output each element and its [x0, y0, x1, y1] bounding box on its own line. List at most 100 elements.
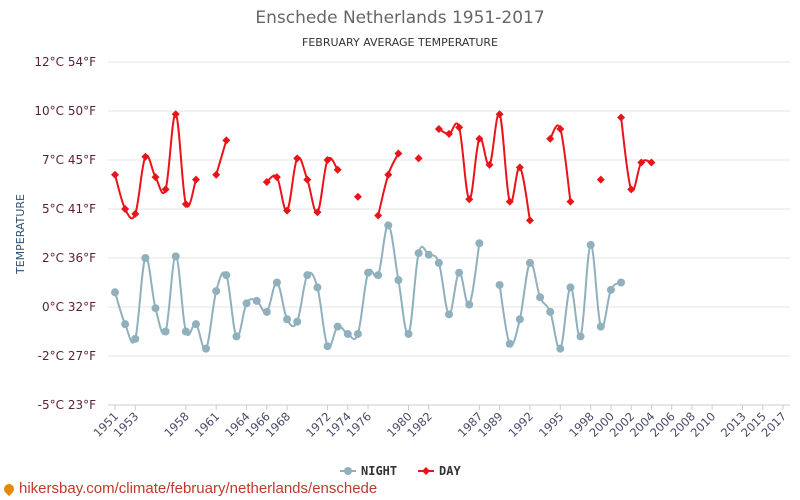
data-point[interactable] [252, 296, 261, 305]
data-point[interactable] [131, 334, 140, 343]
data-point[interactable] [515, 315, 524, 324]
legend-item-night[interactable]: NIGHT [340, 464, 397, 478]
data-point[interactable] [333, 165, 342, 174]
data-point[interactable] [374, 211, 383, 220]
data-point[interactable] [272, 278, 281, 287]
data-point[interactable] [111, 170, 119, 179]
data-point[interactable] [313, 283, 322, 292]
data-point[interactable] [505, 339, 514, 348]
data-point[interactable] [262, 307, 271, 316]
data-point[interactable] [617, 278, 626, 287]
data-point[interactable] [161, 185, 170, 194]
data-point[interactable] [293, 154, 302, 163]
data-point[interactable] [262, 178, 271, 187]
data-point[interactable] [323, 342, 332, 351]
data-point[interactable] [353, 192, 362, 201]
data-point[interactable] [222, 271, 231, 280]
y-tick-label: 0°C 32°F [42, 300, 96, 314]
data-point[interactable] [343, 329, 352, 338]
data-point[interactable] [272, 173, 281, 182]
data-point[interactable] [121, 320, 130, 329]
footer-link[interactable]: hikersbay.com/climate/february/netherlan… [19, 480, 378, 497]
data-point[interactable] [303, 271, 312, 280]
legend-item-day[interactable]: DAY [418, 464, 461, 478]
data-point[interactable] [637, 158, 646, 167]
data-point[interactable] [191, 175, 200, 184]
data-point[interactable] [394, 149, 403, 158]
data-point[interactable] [384, 170, 393, 179]
data-point[interactable] [546, 134, 555, 143]
data-point[interactable] [475, 239, 484, 248]
data-point[interactable] [242, 299, 251, 308]
data-point[interactable] [232, 332, 241, 341]
data-point[interactable] [434, 258, 443, 267]
data-point[interactable] [323, 156, 332, 164]
data-point[interactable] [333, 322, 342, 331]
data-point[interactable] [586, 240, 595, 249]
data-point[interactable] [475, 134, 484, 143]
data-point[interactable] [576, 332, 585, 341]
data-point[interactable] [546, 307, 555, 316]
data-point[interactable] [293, 317, 302, 326]
data-point[interactable] [404, 329, 413, 338]
data-point[interactable] [485, 160, 494, 169]
data-point[interactable] [445, 129, 453, 138]
data-point[interactable] [566, 197, 575, 206]
data-point[interactable] [111, 288, 119, 297]
data-point[interactable] [455, 123, 464, 132]
location-pin-icon [1, 481, 17, 496]
data-point[interactable] [525, 216, 534, 225]
data-point[interactable] [495, 110, 504, 119]
data-point[interactable] [495, 280, 504, 289]
data-point[interactable] [374, 271, 383, 280]
data-point[interactable] [556, 344, 565, 353]
data-point[interactable] [505, 197, 514, 206]
data-point[interactable] [434, 124, 443, 133]
data-point[interactable] [394, 276, 403, 285]
data-point[interactable] [617, 113, 626, 122]
data-point[interactable] [606, 285, 615, 294]
data-point[interactable] [212, 170, 221, 179]
data-point[interactable] [151, 304, 160, 313]
data-point[interactable] [596, 175, 605, 184]
legend[interactable]: NIGHT DAY [340, 464, 461, 478]
data-point[interactable] [283, 315, 292, 324]
data-point[interactable] [353, 329, 362, 338]
data-point[interactable] [525, 258, 534, 267]
data-point[interactable] [364, 268, 373, 277]
data-point[interactable] [191, 320, 200, 329]
data-point[interactable] [384, 221, 393, 230]
data-point[interactable] [222, 136, 231, 145]
data-point[interactable] [647, 158, 656, 167]
data-point[interactable] [283, 206, 292, 215]
data-point[interactable] [424, 250, 433, 259]
data-point[interactable] [445, 310, 453, 319]
data-point[interactable] [303, 175, 312, 184]
data-point[interactable] [141, 152, 150, 161]
data-point[interactable] [536, 293, 545, 302]
data-point[interactable] [171, 110, 180, 119]
data-point[interactable] [596, 322, 605, 331]
data-point[interactable] [515, 163, 524, 172]
data-point[interactable] [414, 249, 423, 258]
data-point[interactable] [161, 327, 170, 336]
data-point[interactable] [455, 268, 464, 277]
data-point[interactable] [212, 287, 221, 296]
data-point[interactable] [121, 205, 130, 213]
data-point[interactable] [465, 300, 474, 309]
data-point[interactable] [181, 200, 190, 209]
data-point[interactable] [414, 154, 423, 163]
data-point[interactable] [151, 173, 160, 182]
data-point[interactable] [202, 344, 211, 353]
data-point[interactable] [627, 185, 636, 194]
data-point[interactable] [313, 208, 322, 217]
data-point[interactable] [141, 254, 150, 262]
data-point[interactable] [566, 283, 575, 292]
data-point[interactable] [131, 209, 140, 218]
footer[interactable]: hikersbay.com/climate/february/netherlan… [1, 480, 378, 497]
data-point[interactable] [171, 252, 180, 261]
data-point[interactable] [181, 327, 190, 336]
data-point[interactable] [465, 195, 474, 204]
data-point[interactable] [556, 124, 565, 133]
